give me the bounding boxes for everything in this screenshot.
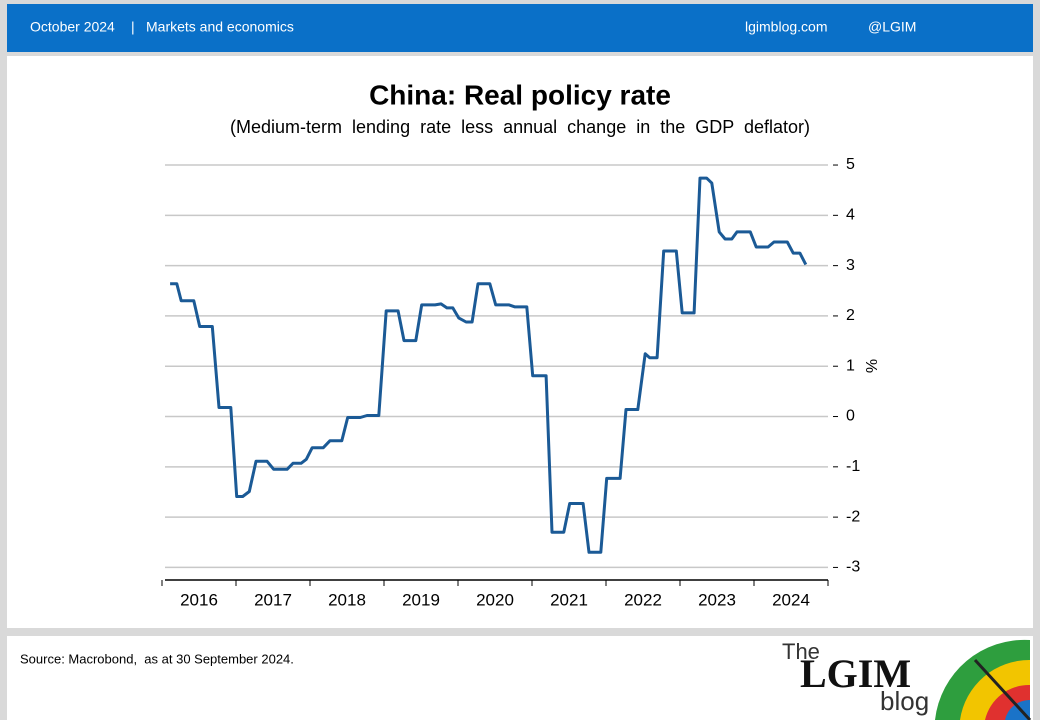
x-tick-label: 2024 <box>772 590 810 609</box>
logo-handle <box>973 658 1032 720</box>
y-tick-label: 3 <box>846 257 855 274</box>
x-tick-label: 2023 <box>698 590 736 609</box>
x-tick-label: 2022 <box>624 590 662 609</box>
logo: The LGIM blog <box>782 639 1032 720</box>
logo-text: LGIM <box>800 651 911 696</box>
x-tick-label: 2016 <box>180 590 218 609</box>
y-axis-label: % <box>862 359 879 373</box>
logo-text: The <box>782 639 820 664</box>
x-tick-label: 2019 <box>402 590 440 609</box>
y-tick-label: 4 <box>846 207 855 224</box>
header-separator: | <box>131 19 135 35</box>
y-tick-label: 2 <box>846 307 855 324</box>
data-line <box>170 176 808 554</box>
logo-text: blog <box>880 686 929 716</box>
chart-title: China: Real policy rate <box>369 79 671 110</box>
y-tick-label: -2 <box>846 508 860 525</box>
chart-subtitle: (Medium-term lending rate less annual ch… <box>230 117 810 137</box>
header-bar <box>7 4 1033 52</box>
header-section: Markets and economics <box>146 19 294 35</box>
x-tick-label: 2017 <box>254 590 292 609</box>
y-tick-label: 0 <box>846 408 855 425</box>
y-tick-label: -3 <box>846 559 860 576</box>
x-tick-label: 2018 <box>328 590 366 609</box>
header-link[interactable]: lgimblog.com <box>745 19 827 35</box>
y-tick-label: -1 <box>846 458 860 475</box>
chart-panel <box>7 56 1033 628</box>
footer-panel <box>7 636 1033 720</box>
header-handle[interactable]: @LGIM <box>868 19 916 35</box>
y-tick-label: 1 <box>846 357 855 374</box>
header-date: October 2024 <box>30 19 115 35</box>
source-note: Source: Macrobond, as at 30 September 20… <box>20 651 294 666</box>
x-tick-label: 2021 <box>550 590 588 609</box>
y-tick-label: 5 <box>846 156 855 173</box>
x-tick-label: 2020 <box>476 590 514 609</box>
